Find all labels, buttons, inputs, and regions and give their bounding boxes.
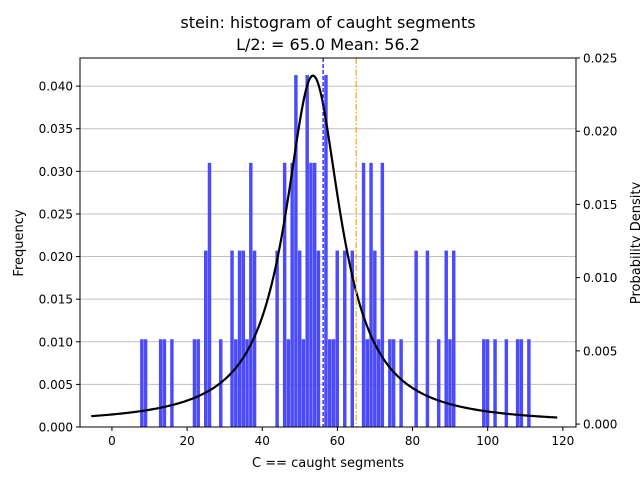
histogram-bar — [249, 162, 253, 427]
histogram-bar — [143, 339, 148, 427]
histogram-bar — [504, 339, 509, 427]
histogram-bar — [425, 250, 430, 427]
histogram-bar — [170, 339, 174, 427]
y-left-tick-label: 0.005 — [39, 378, 73, 392]
y-axis-left-label: Frequency — [12, 209, 27, 276]
chart-title-line1: stein: histogram of caught segments — [180, 13, 475, 32]
histogram-bar — [380, 162, 385, 427]
x-tick-label: 120 — [551, 434, 574, 448]
plot-frame — [79, 57, 577, 428]
histogram-bar — [275, 250, 279, 427]
histogram-bar — [388, 339, 392, 427]
histogram-bar — [527, 339, 531, 427]
histogram-bar — [373, 250, 377, 427]
histogram-bar — [237, 250, 242, 427]
histogram-bar — [158, 339, 163, 427]
x-tick-label: 40 — [255, 434, 270, 448]
histogram-bar — [436, 339, 441, 427]
y-right-tick-label: 0.005 — [583, 344, 617, 358]
y-left-tick-label: 0.010 — [39, 335, 73, 349]
histogram-bar — [286, 339, 291, 427]
histogram-bar — [204, 250, 208, 427]
y-right-tick-label: 0.015 — [583, 198, 617, 212]
histogram-bar — [350, 250, 355, 427]
histogram-bar — [399, 339, 403, 427]
probability-density-curve — [91, 74, 558, 419]
histogram-bar — [290, 162, 294, 427]
histogram-bar — [444, 250, 448, 427]
curve-layer — [91, 74, 558, 419]
histogram-bar — [305, 75, 309, 427]
histogram-bar — [316, 250, 321, 427]
histogram-bar — [493, 339, 497, 427]
histogram-bar — [331, 339, 336, 427]
histogram-bar — [452, 250, 456, 427]
y-left-tick-label: 0.020 — [39, 250, 73, 264]
histogram-bar — [335, 250, 339, 427]
histogram-bar — [328, 339, 332, 427]
histogram-bar — [485, 339, 490, 427]
histogram-bar — [230, 250, 234, 427]
y-axis-right-ticks: 0.000 0.005 0.010 0.015 0.020 0.025 — [576, 52, 617, 432]
y-right-tick-label: 0.000 — [583, 418, 617, 432]
y-right-tick-label: 0.025 — [583, 52, 617, 66]
x-tick-label: 80 — [405, 434, 420, 448]
x-axis-label: C == caught segments — [252, 456, 404, 471]
histogram-bar — [519, 339, 524, 427]
y-left-tick-label: 0.040 — [39, 80, 73, 94]
histogram-bar — [369, 162, 373, 427]
histogram-bar — [234, 339, 238, 427]
reference-lines-layer — [322, 58, 357, 427]
histogram-bar — [414, 250, 418, 427]
y-left-tick-label: 0.000 — [39, 421, 73, 435]
x-tick-label: 60 — [330, 434, 345, 448]
histogram-bar — [301, 339, 306, 427]
histogram-bar — [309, 162, 313, 427]
chart-title-line2: L/2: = 65.0 Mean: 56.2 — [236, 35, 420, 54]
histogram-bar — [245, 339, 249, 427]
histogram-bar — [297, 250, 302, 427]
y-axis-left-ticks: 0.000 0.005 0.010 0.015 0.020 0.025 0.030 0.035… — [39, 80, 80, 435]
histogram-bar — [207, 162, 212, 427]
histogram-bar — [241, 250, 246, 427]
y-right-tick-label: 0.010 — [583, 271, 617, 285]
bars-layer — [140, 75, 531, 427]
x-axis-ticks: 0 20 40 60 80 100 120 — [108, 427, 574, 448]
histogram-bar — [343, 250, 347, 427]
histogram-bar — [515, 339, 520, 427]
histogram-bar — [282, 162, 287, 427]
y-left-tick-label: 0.035 — [39, 122, 73, 136]
histogram-bar — [482, 339, 486, 427]
x-tick-label: 100 — [476, 434, 499, 448]
x-tick-label: 20 — [179, 434, 194, 448]
histogram-bar — [162, 339, 167, 427]
histogram-bar — [391, 339, 396, 427]
histogram-bar — [312, 162, 317, 427]
y-left-tick-label: 0.030 — [39, 165, 73, 179]
histogram-bar — [448, 339, 452, 427]
histogram-bar — [196, 339, 200, 427]
y-axis-right-label: Probability Density — [629, 182, 640, 305]
histogram-bar — [361, 162, 366, 427]
histogram-bar — [376, 339, 381, 427]
histogram-bar — [294, 75, 298, 427]
y-left-tick-label: 0.025 — [39, 207, 73, 221]
y-left-tick-label: 0.015 — [39, 293, 73, 307]
y-right-tick-label: 0.020 — [583, 125, 617, 139]
x-tick-label: 0 — [108, 434, 116, 448]
histogram-bar — [140, 339, 144, 427]
histogram-bar — [324, 75, 328, 427]
histogram-bar — [192, 339, 197, 427]
histogram-bar — [365, 339, 370, 427]
